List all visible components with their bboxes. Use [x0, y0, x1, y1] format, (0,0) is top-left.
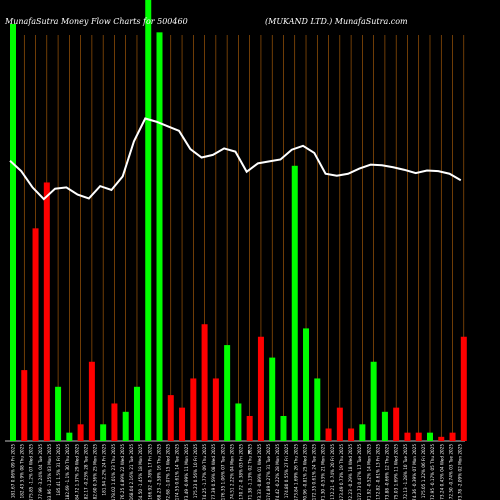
x-tick-label: 172.73 0.47% 17 Tue 2025 [357, 444, 362, 500]
money-flow-bar [393, 407, 400, 441]
x-tick-label: 173.78 -2.09% 02 Mon 2025 [458, 444, 463, 500]
x-tick-label: 175.23 0.56% 10 Fri 2025 [193, 444, 198, 499]
money-flow-bar [111, 403, 118, 441]
x-tick-label: 174.51 2.22% 04 Mon 2025 [229, 444, 234, 500]
money-flow-bar [190, 378, 197, 441]
bar-series [10, 0, 467, 442]
money-flow-bar [348, 428, 355, 441]
x-tick-label: 173.49 -0.99% 11 Mon 2025 [184, 444, 189, 500]
money-flow-bar [404, 432, 411, 441]
money-flow-bar [55, 386, 62, 441]
x-tick-label: 172.50 -0.74% 03 Tue 2025 [448, 444, 453, 500]
money-flow-bar [336, 407, 343, 441]
chart-subtitle: (MUKAND LTD.) MunafaSutra.com [265, 17, 408, 26]
money-flow-bar [77, 424, 84, 441]
x-tick-label: 177.39 0.59% 08 Wed 2025 [211, 444, 216, 500]
x-tick-label: 175.85 -1.2% 07 Wed 2025 [29, 444, 34, 500]
x-tick-label: 174.36 -0.39% 07 Mon 2025 [412, 444, 417, 500]
money-flow-bar [66, 432, 73, 441]
x-tick-label: 177.99 -3.24% 04 Tue 2025 [38, 444, 43, 500]
x-tick-label: 172.35 0.61% 24 Tue 2025 [312, 444, 317, 500]
money-flow-bar [145, 0, 152, 441]
x-tick-label: 182.43 3.9% 08 Thu 2025 [20, 444, 25, 499]
x-tick-label: 185.41 1.5% 31 Fri 2025 [56, 444, 61, 496]
money-flow-bar [167, 395, 174, 441]
x-tick-label: 173.88 -0.66% 12 Thu 2025 [385, 444, 390, 500]
x-tick-label: 184.72 1.37% 29 Wed 2025 [74, 444, 79, 500]
x-tick-label: 176.35 1.06% 07 Tue 2025 [220, 444, 225, 500]
money-flow-bar [381, 411, 388, 441]
x-tick-label: 178.02 1.01% 23 Thu 2025 [111, 444, 116, 500]
x-tick-label: 171.92 -0.52% 14 Mon 2025 [366, 444, 371, 500]
x-tick-label: 183.96 -1.25% 03 Mon 2025 [47, 444, 52, 500]
money-flow-bar [246, 415, 253, 441]
money-flow-bar [133, 386, 140, 441]
x-tick-label: 181.94 2.2% 24 Fri 2025 [102, 444, 107, 496]
money-flow-bar [122, 411, 129, 441]
x-tick-label: 174.80 0.55% 27 Fri 2025 [284, 444, 289, 499]
money-flow-bar [179, 407, 186, 441]
x-tick-label: 172.23 -0.29% 18 Wed 2025 [348, 444, 353, 500]
money-flow-bar [43, 182, 50, 441]
x-tick-label: 166.92 -0.78% 17 Fri 2025 [147, 444, 152, 500]
money-flow-bar [32, 228, 39, 441]
money-flow-bar [449, 432, 456, 441]
x-tick-label: 172.95 -0.17% 05 Thu 2025 [430, 444, 435, 500]
chart-title: MunafaSutra Money Flow Charts for 500460 [4, 17, 188, 26]
x-tick-label: 176.25 4.89% 22 Wed 2025 [120, 444, 125, 500]
x-tick-label: 173.33 -0.89% 01 Wed 2025 [257, 444, 262, 500]
x-tick-label: 174.89 0.27% 31 Tue 2025 [266, 444, 271, 500]
x-tick-label: 182.69 -1.1% 30 Thu 2025 [65, 444, 70, 500]
money-flow-bar [235, 403, 242, 441]
x-tick-label: 173.24 0.43% 04 Wed 2025 [439, 444, 444, 500]
money-flow-bar [370, 361, 377, 441]
x-tick-label: 174.42 -0.22% 28 Mon 2025 [275, 444, 280, 500]
money-flow-bar [212, 378, 219, 441]
price-line [9, 117, 462, 201]
x-tick-label: 172.68 -1.07% 15 Wed 2025 [166, 444, 171, 500]
grid-lines [12, 35, 465, 438]
x-tick-label: 171.38 -1.13% 02 Thu 2025 [248, 444, 253, 500]
x-tick-label: 168.04 2.16% 21 Tue 2025 [129, 444, 134, 500]
money-flow-bar [325, 428, 332, 441]
x-tick-label: 172.21 -0.74% 20 Fri 2025 [330, 444, 335, 500]
x-tick-label: 172.82 -0.61% 13 Fri 2025 [375, 444, 380, 500]
x-tick-label: 168.23 -2.58% 16 Thu 2025 [156, 444, 161, 500]
x-tick-label: 172.13 -1.28% 10 Tue 2025 [403, 444, 408, 500]
money-flow-bar [291, 165, 298, 441]
x-tick-label: 182.17 -0.23% 28 Tue 2025 [83, 444, 88, 500]
x-tick-label: 174.55 0.61% 14 Tue 2025 [175, 444, 180, 500]
money-flow-bar [156, 32, 163, 442]
center-label: 0 [248, 450, 251, 455]
x-tick-label: 174.25 -1.77% 09 Thu 2025 [202, 444, 207, 500]
money-flow-bar [10, 24, 16, 441]
money-flow-bar [201, 324, 208, 441]
x-tick-label: 170.96 -0.81% 25 Wed 2025 [302, 444, 307, 500]
x-tick-label: 175.03 1.69% 11 Wed 2025 [394, 444, 399, 500]
money-flow-bar [21, 370, 28, 441]
money-flow-bar [415, 432, 422, 441]
money-flow-bar [280, 415, 287, 441]
money-flow-bar [359, 424, 366, 441]
x-tick-label: 173.49 0.73% 19 Thu 2025 [339, 444, 344, 500]
money-flow-bar [438, 436, 445, 441]
x-tick-label: 164.50 -1.45% 18 Mon 2025 [138, 444, 143, 500]
x-tick-label: 171.30 -0.53% 21 Mon 2025 [321, 444, 326, 500]
money-flow-bar [224, 345, 231, 441]
money-flow-bar [100, 424, 107, 441]
x-tick-label: 182.60 0.36% 25 Mon 2025 [93, 444, 98, 500]
money-flow-bar [314, 378, 321, 441]
x-tick-label: 181.67 0.06% 09 Fri 2025 [11, 444, 16, 499]
x-tick-label: 175.05 1.22% 06 Fri 2025 [421, 444, 426, 499]
money-flow-bar [426, 432, 433, 441]
money-flow-bar [460, 336, 467, 441]
x-tick-label: 170.72 -0.38% 03 Fri 2025 [239, 444, 244, 500]
money-flow-bar [303, 328, 310, 441]
money-flow-bar [257, 336, 264, 441]
money-flow-bar [88, 361, 95, 441]
x-tick-label: 173.84 1.69% 26 Thu 2025 [293, 444, 298, 500]
x-tick-labels: 181.67 0.06% 09 Fri 2025 182.43 3.9% 08 T… [11, 444, 463, 500]
money-flow-bar [269, 357, 276, 441]
